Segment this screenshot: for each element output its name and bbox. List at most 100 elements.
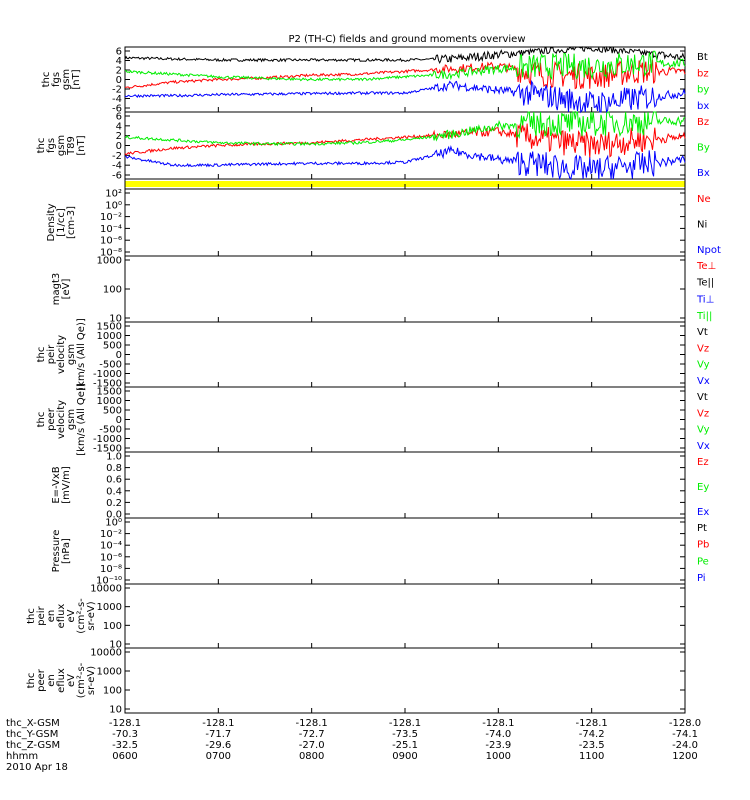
y-tick-label: 2 [116, 131, 122, 142]
y-tick-label: -4 [112, 161, 122, 172]
x-tick-label-z: -23.5 [579, 740, 605, 751]
y-axis-label: peir [36, 605, 47, 625]
y-axis-label: [km/s (All Qe)] [76, 318, 87, 391]
series-by [124, 111, 686, 147]
x-tick-label-x: -128.1 [576, 718, 608, 729]
x-tick-label-x: -128.1 [202, 718, 234, 729]
legend-te||: Te|| [696, 278, 714, 289]
y-axis-label: gsm [66, 344, 77, 365]
x-tick-label-t: 1000 [486, 751, 511, 762]
x-tick-label-y: -73.5 [392, 729, 418, 740]
y-tick-label: 0 [116, 75, 122, 86]
y-axis-label: gsm [56, 135, 67, 156]
y-tick-label: 10⁻⁶ [100, 552, 122, 563]
legend-vz: Vz [697, 343, 709, 354]
y-tick-label: 10⁻² [100, 212, 122, 223]
legend-ey: Ey [697, 482, 709, 493]
panel-5: 1000 100 10 magt3 [eV] Te⊥ Te|| Ti⊥ Ti|| [51, 255, 716, 325]
panel-frame [124, 386, 686, 453]
y-tick-label: 10000 [90, 648, 122, 659]
y-tick-label: 500 [103, 406, 122, 417]
y-axis-label: fgs [46, 138, 57, 153]
x-tick-label-x: -128.1 [482, 718, 514, 729]
x-tick-label-y: -74.1 [672, 729, 698, 740]
x-tick-label-t: 0800 [299, 751, 324, 762]
y-tick-label: 1.0 [106, 452, 122, 463]
y-tick-label: 10 [109, 314, 122, 325]
y-axis-label: E=-VxB [51, 466, 62, 503]
y-tick-label: -6 [112, 104, 122, 115]
y-tick-label: 1000 [97, 331, 122, 342]
legend-bx: bx [697, 101, 709, 112]
legend-vt: Vt [697, 392, 708, 403]
x-tick-label-y: -70.3 [112, 729, 138, 740]
y-axis-label: T89 [66, 136, 77, 156]
panel-1-traces [124, 45, 686, 114]
y-axis-label: [mV/m] [61, 466, 72, 504]
y-tick-label: 1500 [97, 387, 122, 398]
y-axis-label: eflux [56, 604, 67, 629]
legend-vz: Vz [697, 408, 709, 419]
y-axis-label: thc [36, 347, 47, 363]
series-bx [124, 145, 686, 181]
series-bz [124, 123, 686, 159]
panel-frame [124, 321, 686, 388]
y-tick-label: 0 [116, 350, 122, 361]
y-axis-label: en [46, 610, 57, 623]
y-tick-label: 10⁰ [105, 200, 122, 211]
panel-2-traces [124, 111, 686, 181]
y-tick-label: 10⁻⁸ [100, 248, 122, 259]
y-tick-label: 500 [103, 341, 122, 352]
panel-10: 10000 1000 100 10 thc peir en eflux eV (cm²-s-sr-… [26, 583, 686, 651]
y-axis-label: en [46, 674, 57, 687]
legend-ne: Ne [697, 194, 711, 205]
legend-by: By [697, 143, 710, 154]
panel-frame [124, 255, 686, 323]
y-tick-label: 4 [116, 121, 122, 132]
y-tick-label: 10⁻¹⁰ [96, 576, 122, 587]
legend-ez: Ez [697, 457, 709, 468]
y-axis-label: [nT] [71, 69, 82, 89]
panel-frame [124, 647, 686, 714]
y-axis-label: velocity [56, 335, 67, 374]
x-tick-label-z: -23.9 [485, 740, 511, 751]
figure-title: P2 (TH-C) fields and ground moments over… [288, 34, 525, 45]
x-tick-label-z: -32.5 [112, 740, 138, 751]
x-tick-label-x: -128.1 [109, 718, 141, 729]
y-tick-label: 0.8 [106, 463, 122, 474]
y-tick-label: 10⁻⁴ [100, 541, 122, 552]
x-tick-label-y: -71.7 [205, 729, 231, 740]
panel-8: 1.00.80.60.40.20.0 E=-VxB [mV/m] Ez Ey Ex [51, 451, 709, 521]
series-bx [124, 79, 686, 114]
x-row-label: thc_X-GSM [6, 718, 60, 729]
y-tick-label: 0.2 [106, 498, 122, 509]
x-tick-label-y: -74.0 [485, 729, 511, 740]
panel-frame [124, 188, 686, 257]
legend-vx: Vx [697, 441, 710, 452]
legend-vx: Vx [697, 376, 710, 387]
legend-pb: Pb [697, 540, 709, 551]
y-tick-label: 1000 [97, 602, 122, 613]
legend-vy: Vy [697, 425, 710, 436]
y-tick-label: 6 [116, 112, 122, 123]
x-tick-label-x: -128.1 [389, 718, 421, 729]
y-tick-label: 10⁻⁶ [100, 236, 122, 247]
y-tick-label: 10⁰ [105, 518, 122, 529]
y-axis-label: sr-eV) [86, 666, 97, 695]
y-tick-label: 2 [116, 66, 122, 77]
y-axis-label: thc [41, 72, 52, 88]
y-tick-label: -4 [112, 94, 122, 105]
y-tick-label: -2 [112, 151, 122, 162]
y-axis-label: thc [36, 138, 47, 154]
legend-bt: Bt [697, 52, 708, 63]
legend-ex: Ex [697, 507, 709, 518]
y-tick-label: 100 [103, 686, 122, 697]
y-axis-label: gsm [61, 69, 72, 90]
x-tick-label-z: -29.6 [205, 740, 231, 751]
legend-bz: Bz [697, 117, 709, 128]
